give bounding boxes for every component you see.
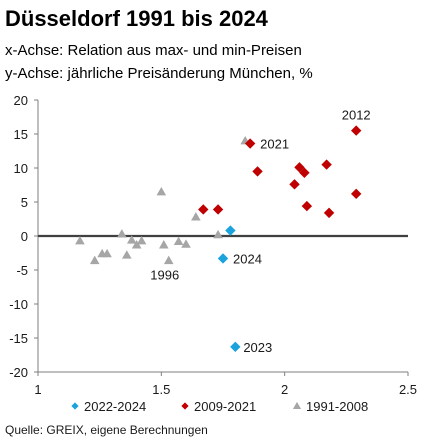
y-tick-label: -15 [9, 331, 28, 346]
data-point-1991-2008 [173, 236, 184, 246]
data-point-2022-2024 [217, 253, 229, 264]
source-note: Quelle: GREIX, eigene Berechnungen [5, 423, 208, 437]
data-point-1991-2008 [136, 235, 147, 245]
data-point-2009-2021 [244, 138, 256, 149]
point-label: 1996 [150, 267, 179, 282]
chart-title: Düsseldorf 1991 bis 2024 [5, 6, 269, 31]
y-tick-label: -5 [16, 263, 28, 278]
data-point-2009-2021 [301, 200, 313, 212]
data-marks [75, 125, 362, 353]
data-point-2009-2021 [252, 166, 263, 177]
data-point-2009-2021 [289, 179, 300, 190]
legend: 2022-2024 2009-2021 1991-2008 [71, 399, 368, 414]
y-tick-label: -20 [9, 365, 28, 380]
legend-label: 2009-2021 [194, 399, 256, 414]
legend-marker-2009-2021 [181, 402, 189, 410]
y-tick-label: -10 [9, 297, 28, 312]
data-point-2009-2021 [198, 204, 209, 215]
data-point-1991-2008 [156, 187, 167, 196]
data-point-2009-2021 [323, 207, 335, 219]
point-label: 2021 [260, 137, 289, 152]
point-label: 2023 [243, 340, 272, 355]
data-point-1991-2008 [163, 255, 174, 265]
chart-subtitle-x: x-Achse: Relation aus max- und min-Preis… [5, 42, 302, 59]
data-point-2009-2021 [212, 204, 224, 215]
data-point-2022-2024 [230, 341, 241, 353]
point-labels: 1996 2021 2012 2024 2023 [150, 108, 370, 355]
data-point-1991-2008 [131, 240, 142, 249]
data-point-1991-2008 [122, 250, 132, 259]
data-point-1991-2008 [213, 229, 223, 239]
x-tick-label: 2.5 [399, 382, 417, 397]
x-tick-label: 2 [281, 382, 288, 397]
data-point-1991-2008 [126, 235, 137, 244]
point-label: 2012 [342, 108, 371, 123]
data-point-2009-2021 [351, 125, 362, 136]
y-tick-label: 0 [21, 229, 28, 244]
x-tick-label: 1 [34, 382, 41, 397]
legend-marker-1991-2008 [292, 401, 302, 410]
data-point-1991-2008 [102, 248, 112, 258]
legend-label: 2022-2024 [84, 399, 146, 414]
data-point-2022-2024 [225, 225, 236, 236]
data-point-1991-2008 [75, 235, 85, 245]
data-point-2009-2021 [299, 167, 310, 178]
data-point-2009-2021 [351, 188, 362, 200]
x-tick-label: 1.5 [152, 382, 170, 397]
y-tick-label: 15 [14, 127, 28, 142]
legend-label: 1991-2008 [306, 399, 368, 414]
data-point-1991-2008 [191, 212, 201, 221]
legend-marker-2022-2024 [71, 402, 79, 410]
y-tick-label: 20 [14, 93, 28, 108]
chart-subtitle-y: y-Achse: jährliche Preisänderung München… [5, 65, 313, 82]
y-tick-label: 10 [14, 161, 28, 176]
data-point-2009-2021 [321, 159, 332, 170]
data-point-1991-2008 [117, 229, 127, 238]
axes: 20 15 10 5 0 -5 -10 -15 -20 1 1.5 2 2.5 [9, 93, 417, 397]
data-point-1991-2008 [159, 240, 169, 249]
data-point-1991-2008 [89, 255, 100, 265]
point-label: 2024 [233, 251, 262, 266]
y-tick-label: 5 [21, 195, 28, 210]
data-point-1991-2008 [181, 239, 191, 248]
